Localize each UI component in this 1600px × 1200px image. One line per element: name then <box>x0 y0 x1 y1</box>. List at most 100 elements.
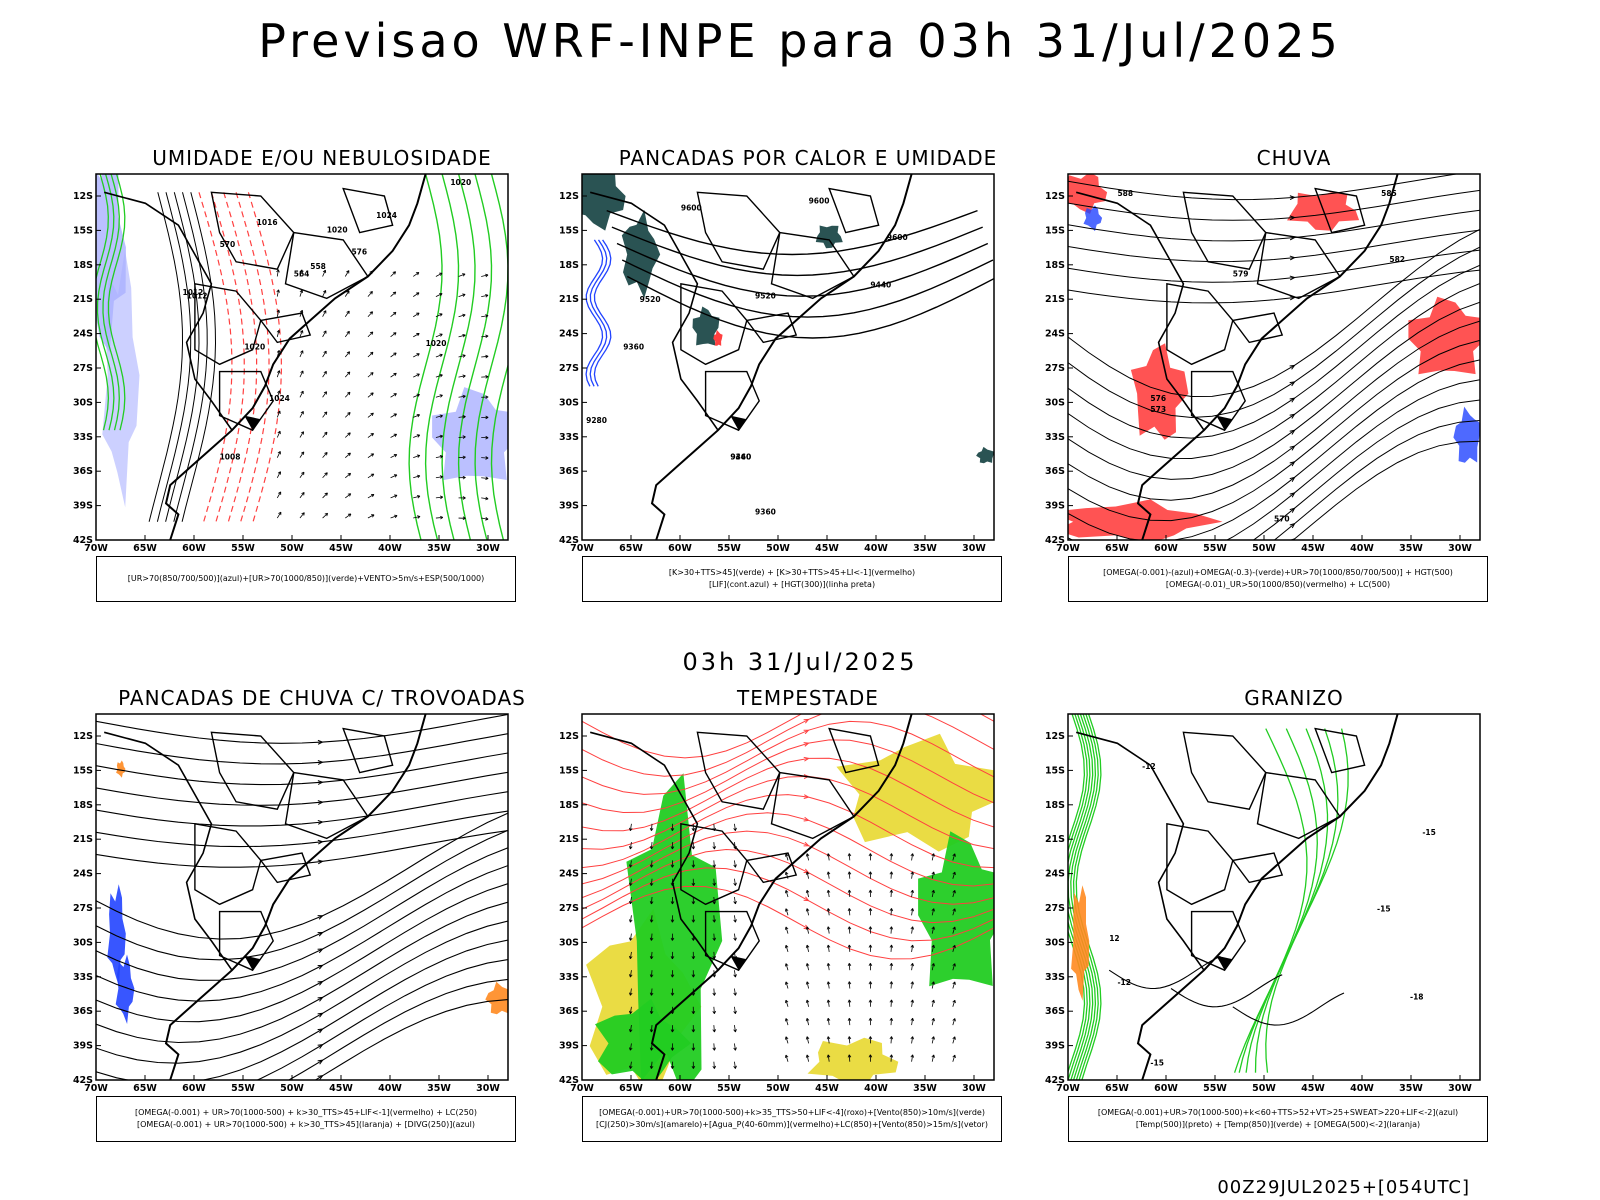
wind-vector <box>784 853 789 861</box>
wind-vector <box>931 1018 935 1026</box>
map-content: 588 585 582 579 576 573 570 <box>1068 174 1480 540</box>
lon-tick-label: 60W <box>182 1083 206 1094</box>
lat-tick-label: 21S <box>73 834 93 845</box>
wind-vector <box>952 853 956 861</box>
wind-vector <box>413 271 420 277</box>
wind-850-area <box>595 998 691 1080</box>
lat-tick-label: 30S <box>559 397 579 408</box>
lon-tick-label: 35W <box>427 543 451 554</box>
wind-vector <box>481 354 489 359</box>
wind-vector <box>458 455 466 460</box>
wind-vector <box>344 371 351 378</box>
coastline <box>164 714 427 1080</box>
country-border <box>1075 731 1205 971</box>
streamline <box>1068 320 1480 501</box>
contour-line <box>96 174 110 431</box>
wind-vector <box>670 860 675 868</box>
lon-tick-label: 55W <box>1203 1083 1227 1094</box>
wind-vector <box>628 970 633 978</box>
contour-value-label: 573 <box>1150 405 1166 414</box>
state-border <box>194 822 262 906</box>
wind-vector <box>784 926 789 934</box>
wind-vector <box>805 871 810 879</box>
wind-vector <box>458 415 466 419</box>
wind-vector <box>952 908 956 916</box>
contour-value-label: 9360 <box>755 507 776 516</box>
wind-vector <box>367 514 375 519</box>
wind-vector <box>390 494 398 499</box>
lon-tick-label: 55W <box>717 543 741 554</box>
streamline <box>582 812 994 887</box>
streamline <box>255 959 508 1080</box>
lat-tick-label: 12S <box>559 191 579 202</box>
streamline-arrow <box>803 896 809 902</box>
streamline-arrow <box>317 1044 324 1049</box>
wind-vector <box>826 963 831 971</box>
lat-tick-label: 18S <box>1045 800 1065 811</box>
wind-vector <box>299 289 304 297</box>
wind-vector <box>299 350 304 358</box>
wind-vector <box>276 491 282 499</box>
wind-vector <box>868 871 873 879</box>
wind-vector <box>276 451 281 458</box>
streamline-arrow <box>317 1075 324 1080</box>
wind-vector <box>390 433 398 438</box>
streamline-arrow <box>1289 461 1296 467</box>
wind-vector <box>952 944 956 953</box>
wind-vector <box>784 944 789 953</box>
omega-area <box>1083 205 1103 232</box>
humidity-high-area <box>102 249 140 508</box>
wind-vector <box>276 309 281 317</box>
wind-vector <box>367 433 374 438</box>
streamline-arrow <box>803 742 809 747</box>
lat-tick-label: 33S <box>559 972 579 983</box>
streamline <box>314 999 508 1080</box>
streamline <box>582 867 994 942</box>
wind-vector <box>691 1025 696 1033</box>
streamline <box>1068 339 1480 522</box>
streamline-arrow <box>317 839 323 845</box>
wind-vector <box>952 1036 956 1044</box>
wind-vector <box>931 981 935 989</box>
omega-500-area <box>1071 885 1090 1001</box>
streamline <box>1068 246 1480 419</box>
lat-tick-label: 21S <box>559 834 579 845</box>
lon-tick-label: 60W <box>1154 1083 1178 1094</box>
contour-line <box>247 192 283 522</box>
streamline <box>96 883 508 1023</box>
lat-tick-label: 33S <box>1045 432 1065 443</box>
lat-tick-label: 36S <box>559 466 579 477</box>
state-border <box>745 852 798 884</box>
wind-vector <box>299 390 304 398</box>
streamline-arrow <box>1289 492 1296 498</box>
wind-vector <box>322 472 328 479</box>
streamline-arrow <box>317 964 323 970</box>
lat-tick-label: 12S <box>1045 731 1065 742</box>
streamline <box>1068 379 1480 540</box>
wind-vector <box>670 1061 675 1069</box>
contour-value-label: 576 <box>351 248 367 257</box>
state-border <box>704 370 760 432</box>
panel-legend: [K>30+TTS>45](verde) + [K>30+TTS>45+LI<-… <box>582 556 1002 602</box>
wind-vector <box>910 944 915 952</box>
lon-tick-label: 65W <box>1105 543 1129 554</box>
streamline-arrow <box>1289 413 1296 419</box>
contour-value-label: -15 <box>1150 1058 1164 1067</box>
contour-line <box>1265 728 1349 1073</box>
panel-title: UMIDADE E/OU NEBULOSIDADE <box>152 146 492 170</box>
panel-legend: [UR>70(850/700/500)](azul)+[UR>70(1000/8… <box>96 556 516 602</box>
streamline-arrow <box>803 816 809 822</box>
streamline <box>1068 174 1460 201</box>
state-border <box>680 282 748 366</box>
wind-vector <box>784 908 789 916</box>
wind-vector <box>889 926 894 934</box>
state-border <box>194 282 262 366</box>
map-frame <box>581 713 995 1081</box>
streamline-arrow <box>1289 397 1296 403</box>
wind-vector <box>458 435 466 439</box>
wind-vector <box>784 981 789 989</box>
streamline-arrow <box>1289 429 1296 435</box>
wind-vector <box>276 390 281 398</box>
contour-line <box>1068 714 1091 1080</box>
